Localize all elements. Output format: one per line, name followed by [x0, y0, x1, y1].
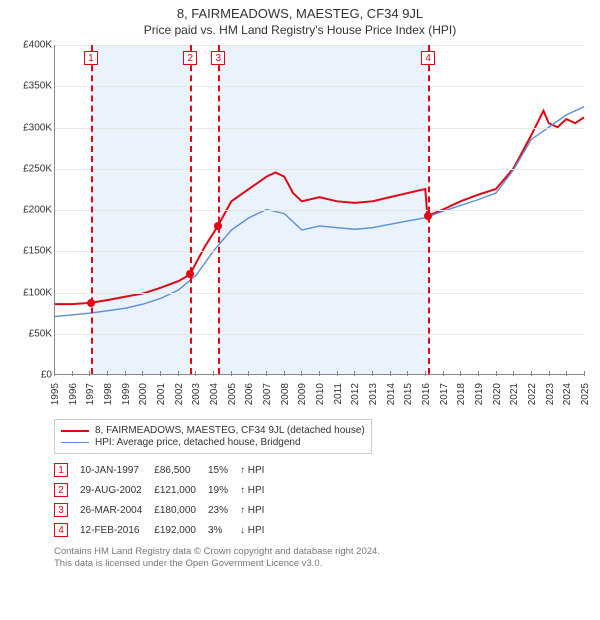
y-tick-label: £50K	[29, 328, 52, 339]
sale-point	[214, 222, 222, 230]
x-tick-label: 1995	[50, 383, 61, 405]
footer-line: Contains HM Land Registry data © Crown c…	[54, 546, 590, 558]
event-marker: 2	[183, 51, 197, 65]
x-tick-label: 2014	[386, 383, 397, 405]
x-tick-label: 2013	[368, 383, 379, 405]
tx-number: 3	[54, 503, 68, 517]
legend-label: 8, FAIRMEADOWS, MAESTEG, CF34 9JL (detac…	[95, 425, 365, 436]
tx-date: 26-MAR-2004	[80, 500, 154, 520]
x-tick-label: 2023	[545, 383, 556, 405]
x-tick-label: 2018	[456, 383, 467, 405]
tx-price: £86,500	[154, 460, 208, 480]
tx-price: £180,000	[154, 500, 208, 520]
x-tick-label: 2024	[562, 383, 573, 405]
y-tick-label: £250K	[23, 163, 52, 174]
table-row: 3 26-MAR-2004£180,00023%↑ HPI	[54, 500, 276, 520]
x-tick-label: 2003	[191, 383, 202, 405]
tx-pct: 19%	[208, 480, 240, 500]
event-marker: 3	[211, 51, 225, 65]
tx-number: 1	[54, 463, 68, 477]
y-tick-label: £300K	[23, 122, 52, 133]
x-tick-label: 2009	[297, 383, 308, 405]
tx-date: 10-JAN-1997	[80, 460, 154, 480]
chart-subtitle: Price paid vs. HM Land Registry's House …	[10, 23, 590, 37]
tx-pct: 3%	[208, 520, 240, 540]
x-tick-label: 2008	[280, 383, 291, 405]
sale-point	[87, 299, 95, 307]
x-tick-label: 2010	[315, 383, 326, 405]
event-marker: 1	[84, 51, 98, 65]
x-tick-label: 2016	[421, 383, 432, 405]
attribution-footer: Contains HM Land Registry data © Crown c…	[54, 546, 590, 571]
sale-point	[186, 270, 194, 278]
x-tick-label: 1996	[68, 383, 79, 405]
tx-number: 2	[54, 483, 68, 497]
series-hpi	[55, 107, 584, 317]
y-tick-label: £100K	[23, 287, 52, 298]
legend: 8, FAIRMEADOWS, MAESTEG, CF34 9JL (detac…	[54, 419, 372, 454]
y-tick-label: £350K	[23, 81, 52, 92]
x-axis-labels: 1995199619971998199920002001200220032004…	[54, 377, 584, 413]
x-tick-label: 2025	[580, 383, 591, 405]
y-tick-label: £150K	[23, 246, 52, 257]
address-title: 8, FAIRMEADOWS, MAESTEG, CF34 9JL	[10, 6, 590, 21]
legend-row: 8, FAIRMEADOWS, MAESTEG, CF34 9JL (detac…	[61, 425, 365, 436]
tx-arrow: ↑ HPI	[240, 500, 276, 520]
tx-pct: 23%	[208, 500, 240, 520]
event-marker: 4	[421, 51, 435, 65]
x-tick-label: 2011	[333, 383, 344, 405]
x-tick-label: 2019	[474, 383, 485, 405]
tx-arrow: ↑ HPI	[240, 460, 276, 480]
x-tick-label: 2017	[439, 383, 450, 405]
tx-price: £192,000	[154, 520, 208, 540]
tx-arrow: ↓ HPI	[240, 520, 276, 540]
table-row: 4 12-FEB-2016£192,0003%↓ HPI	[54, 520, 276, 540]
legend-label: HPI: Average price, detached house, Brid…	[95, 437, 301, 448]
x-tick-label: 2007	[262, 383, 273, 405]
series-property	[55, 111, 584, 304]
x-tick-label: 2022	[527, 383, 538, 405]
x-tick-label: 2020	[492, 383, 503, 405]
x-tick-label: 1997	[85, 383, 96, 405]
tx-pct: 15%	[208, 460, 240, 480]
x-tick-label: 2001	[156, 383, 167, 405]
x-tick-label: 2004	[209, 383, 220, 405]
legend-row: HPI: Average price, detached house, Brid…	[61, 437, 365, 448]
tx-date: 12-FEB-2016	[80, 520, 154, 540]
plot-area: 1 23 4	[54, 45, 584, 375]
sale-point	[424, 212, 432, 220]
x-tick-label: 1999	[121, 383, 132, 405]
tx-date: 29-AUG-2002	[80, 480, 154, 500]
table-row: 2 29-AUG-2002£121,00019%↑ HPI	[54, 480, 276, 500]
y-tick-label: £200K	[23, 205, 52, 216]
price-chart: £0£50K£100K£150K£200K£250K£300K£350K£400…	[10, 45, 590, 413]
x-tick-label: 1998	[103, 383, 114, 405]
x-tick-label: 2006	[244, 383, 255, 405]
transactions-table: 1 10-JAN-1997£86,50015%↑ HPI 2 29-AUG-2002£…	[54, 460, 276, 540]
tx-arrow: ↑ HPI	[240, 480, 276, 500]
table-row: 1 10-JAN-1997£86,50015%↑ HPI	[54, 460, 276, 480]
y-axis-labels: £0£50K£100K£150K£200K£250K£300K£350K£400…	[10, 45, 54, 375]
tx-number: 4	[54, 523, 68, 537]
y-tick-label: £400K	[23, 40, 52, 51]
x-tick-label: 2002	[174, 383, 185, 405]
footer-line: This data is licensed under the Open Gov…	[54, 558, 590, 570]
x-tick-label: 2012	[350, 383, 361, 405]
x-tick-label: 2021	[509, 383, 520, 405]
tx-price: £121,000	[154, 480, 208, 500]
x-tick-label: 2015	[403, 383, 414, 405]
x-tick-label: 2005	[227, 383, 238, 405]
y-tick-label: £0	[41, 370, 52, 381]
x-tick-label: 2000	[138, 383, 149, 405]
